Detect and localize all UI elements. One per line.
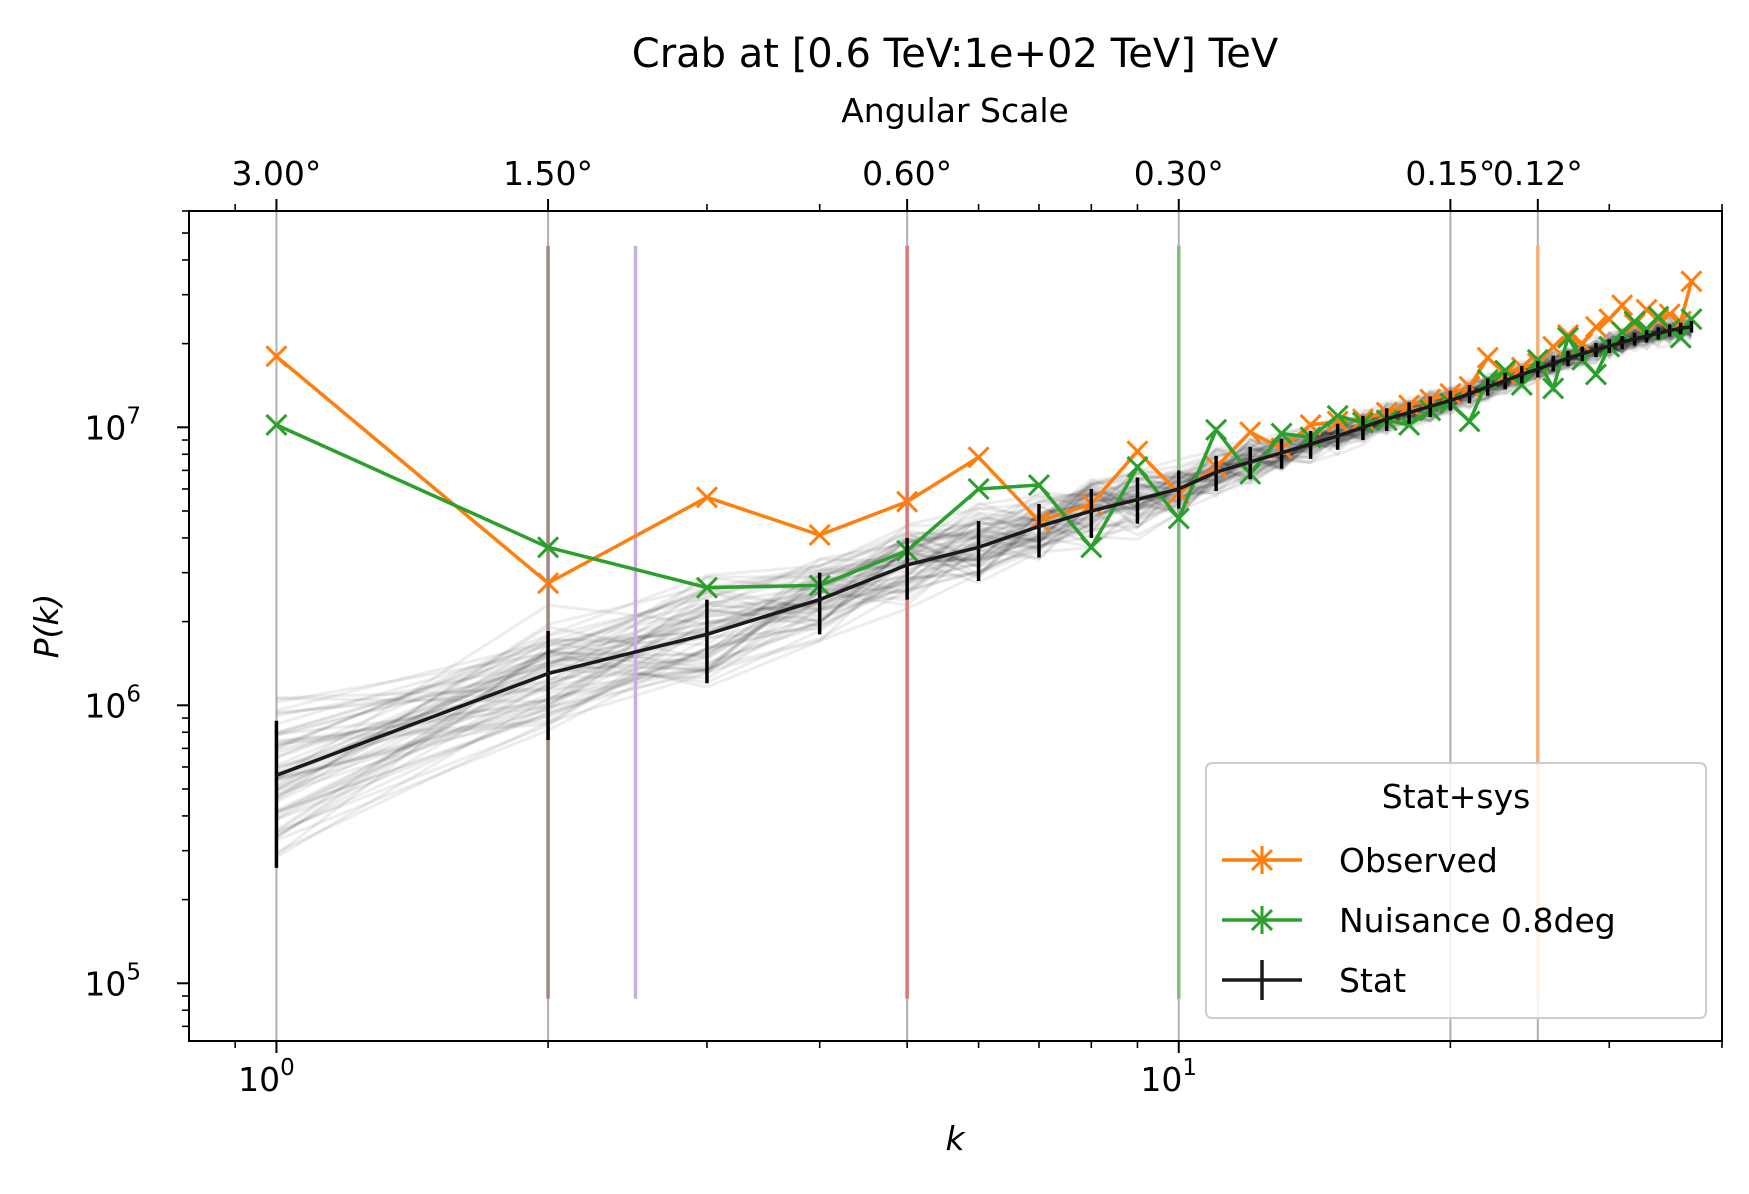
data-point <box>1584 315 1608 338</box>
top-axis-ticks: 3.00° 1.50° 0.60° 0.30° 0.15°0.12° <box>231 154 1723 211</box>
data-point <box>1680 270 1703 293</box>
legend-label: Observed <box>1339 841 1498 880</box>
data-point <box>1250 908 1274 932</box>
series-line <box>275 325 1692 777</box>
legend-entry: Observed <box>1222 841 1498 880</box>
data-point <box>1647 305 1670 328</box>
legend-entries: Observed Nuisance 0.8deg Stat <box>1222 841 1616 1000</box>
x-tick-exponent: 1 <box>1182 1055 1197 1081</box>
data-point <box>1623 313 1646 336</box>
x-axis-ticks: 100 101 <box>234 1041 1723 1099</box>
data-point <box>265 345 288 368</box>
data-point <box>1623 310 1646 333</box>
data-point <box>1126 455 1149 479</box>
data-series <box>265 270 1703 868</box>
data-point <box>1080 536 1103 559</box>
data-point <box>537 536 560 559</box>
legend-box <box>1205 762 1707 1019</box>
data-point <box>1205 418 1228 441</box>
data-point <box>1250 848 1274 872</box>
x-axis-title: k <box>945 1119 966 1158</box>
data-point <box>1458 410 1481 433</box>
top-tick-label: 0.15° <box>1405 154 1495 193</box>
data-point <box>1494 359 1517 382</box>
legend-entry: Stat <box>1222 960 1406 1000</box>
data-point <box>808 523 831 547</box>
legend-title: Stat+sys <box>1382 777 1531 816</box>
y-axis-title: P(k) <box>27 594 66 659</box>
data-point <box>1510 373 1533 397</box>
top-tick-label: 0.12° <box>1493 154 1583 193</box>
top-tick-label: 1.50° <box>503 154 593 193</box>
legend-entry: Nuisance 0.8deg <box>1222 901 1616 940</box>
y-tick-exponent: 7 <box>126 403 141 429</box>
x-tick-exponent: 0 <box>280 1055 295 1081</box>
y-tick-exponent: 6 <box>126 681 141 707</box>
data-point <box>1239 421 1262 444</box>
top-tick-label: 3.00° <box>231 154 321 193</box>
data-point <box>967 477 990 501</box>
legend-label: Nuisance 0.8deg <box>1339 901 1616 940</box>
data-point <box>1584 363 1608 386</box>
data-point <box>1027 473 1051 497</box>
data-point <box>1126 440 1149 463</box>
data-point <box>695 576 719 599</box>
data-point <box>1542 377 1565 400</box>
y-tick-exponent: 5 <box>126 959 141 985</box>
legend: Stat+sys Observed Nuisance 0.8deg Stat <box>1205 762 1707 1019</box>
data-point <box>1326 404 1349 427</box>
data-point <box>1398 413 1421 436</box>
data-point <box>1556 326 1580 349</box>
data-point <box>537 572 560 595</box>
legend-label: Stat <box>1339 961 1406 1000</box>
data-point <box>1476 346 1499 369</box>
y-tick-label: 105 <box>84 959 141 1003</box>
series-stat <box>274 321 1694 868</box>
data-point <box>265 413 288 436</box>
top-tick-label: 0.30° <box>1134 154 1224 193</box>
data-point <box>896 490 919 513</box>
data-point <box>1270 422 1293 445</box>
data-point <box>1526 348 1549 371</box>
data-point <box>1669 326 1692 349</box>
data-point <box>1542 335 1565 358</box>
data-point <box>695 486 719 509</box>
data-point <box>1326 410 1349 433</box>
data-point <box>1611 294 1634 317</box>
data-point <box>1680 308 1703 331</box>
chart-title: Crab at [0.6 TeV:1e+02 TeV] TeV <box>632 31 1279 77</box>
top-axis-title: Angular Scale <box>841 91 1069 130</box>
plot-frame <box>188 210 1723 1042</box>
top-tick-label: 0.60° <box>862 154 952 193</box>
data-point <box>1167 507 1190 530</box>
data-point <box>967 446 990 469</box>
